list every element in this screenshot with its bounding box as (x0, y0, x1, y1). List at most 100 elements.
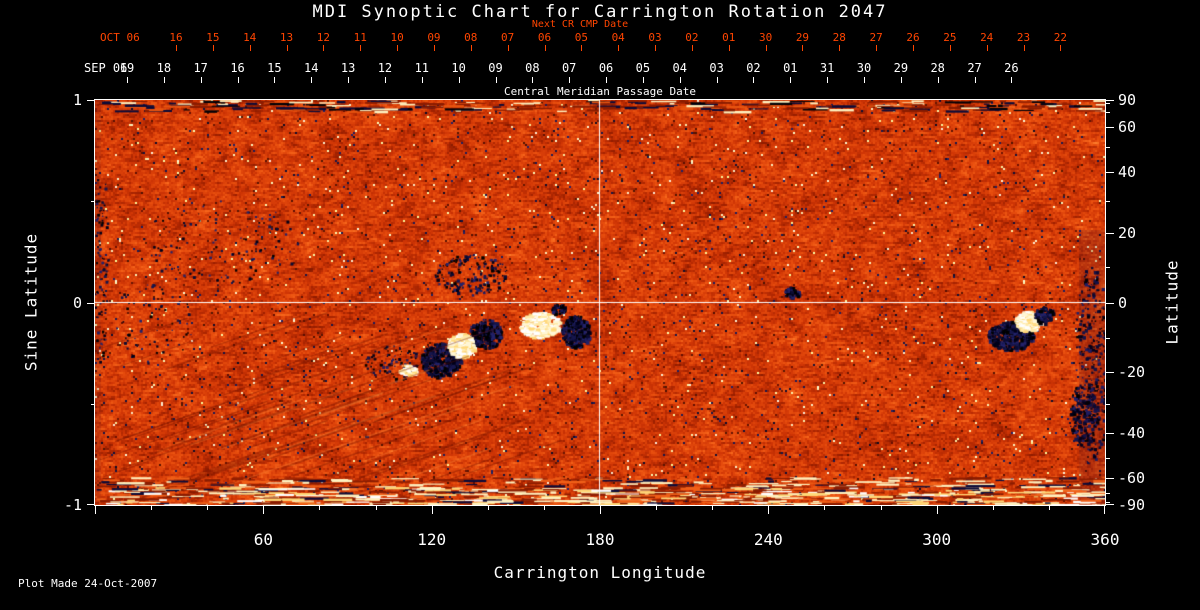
y-right-minor-tick (1106, 112, 1110, 114)
y-left-major-tick (87, 302, 95, 304)
cmp-day-label: 01 (783, 61, 798, 75)
next-cr-day-label: 16 (169, 31, 183, 44)
next-cr-day-label: 02 (685, 31, 699, 44)
cmp-date-tick (348, 77, 350, 83)
latitude-tick-label: -90 (1118, 496, 1146, 514)
sine-latitude-tick-label: -1 (63, 496, 82, 514)
y-right-minor-tick (1106, 103, 1110, 105)
next-cr-date-tick (323, 45, 325, 51)
x-minor-tick (151, 506, 153, 510)
central-meridian-passage-date-label: Central Meridian Passage Date (503, 85, 697, 98)
cmp-day-label: 05 (635, 61, 651, 75)
x-minor-tick (1048, 506, 1050, 510)
next-cr-day-label: 01 (722, 31, 736, 44)
next-cr-date-tick (691, 45, 693, 51)
cmp-day-label: 06 (598, 61, 614, 75)
next-cr-date-tick (507, 45, 509, 51)
y-right-major-tick (1106, 127, 1114, 129)
y-right-minor-tick (1106, 501, 1110, 503)
cmp-date-tick (827, 77, 829, 83)
cmp-day-label: 12 (377, 61, 393, 75)
next-cr-day-label: 11 (353, 31, 367, 44)
y-left-major-tick (87, 100, 95, 101)
x-major-tick (263, 506, 265, 514)
y-right-minor-tick (1106, 147, 1110, 149)
cmp-day-label: 26 (1004, 61, 1019, 75)
next-cr-date-tick (949, 45, 951, 51)
x-minor-tick (712, 506, 714, 510)
x-major-tick (768, 506, 770, 514)
latitude-axis-title: Latitude (1162, 259, 1182, 345)
cmp-day-label: 16 (230, 61, 245, 75)
cmp-day-label: 03 (709, 61, 724, 75)
x-tick-label: 300 (922, 530, 952, 549)
y-right-minor-tick (1106, 267, 1110, 269)
next-cr-date-tick (765, 45, 767, 51)
next-cr-day-label: 15 (206, 31, 220, 44)
cmp-day-label: 30 (856, 61, 872, 75)
cmp-date-tick (642, 77, 644, 83)
magnetogram-heatmap (95, 100, 1105, 505)
next-cr-day-label: 30 (758, 31, 773, 44)
cmp-date-tick (937, 77, 939, 83)
next-cr-day-label: 22 (1053, 31, 1068, 44)
x-major-tick (95, 506, 96, 514)
cmp-date-tick (421, 77, 423, 83)
next-cr-date-tick (839, 45, 841, 51)
carrington-longitude-axis-title: Carrington Longitude (493, 563, 707, 582)
latitude-tick-label: 90 (1118, 91, 1137, 109)
y-left-minor-tick (91, 403, 95, 405)
x-tick-label: 180 (585, 530, 615, 549)
cmp-date-tick (532, 77, 534, 83)
next-cr-date-tick (1023, 45, 1025, 51)
plot-frame (94, 99, 1106, 506)
next-cr-day-label: 13 (279, 31, 294, 44)
next-cr-date-tick (802, 45, 804, 51)
latitude-tick-label: -40 (1118, 423, 1146, 442)
x-minor-tick (824, 506, 826, 510)
next-cr-date-tick (581, 45, 583, 51)
y-right-major-tick (1106, 477, 1114, 479)
x-tick-label: 360 (1090, 530, 1120, 549)
cmp-date-tick (606, 77, 608, 83)
cmp-day-label: 28 (930, 61, 945, 75)
y-right-major-tick (1106, 100, 1114, 101)
next-cr-day-label: 09 (427, 31, 441, 44)
cmp-day-label: 31 (819, 61, 835, 75)
cmp-date-tick (790, 77, 792, 83)
next-cr-day-label: 23 (1016, 31, 1031, 44)
x-tick-label: 240 (753, 530, 783, 549)
next-cr-date-tick (212, 45, 214, 51)
y-right-major-tick (1106, 432, 1114, 434)
y-right-major-tick (1106, 233, 1114, 235)
latitude-tick-label: 0 (1118, 293, 1128, 312)
x-minor-tick (880, 506, 882, 510)
y-right-minor-tick (1106, 403, 1110, 405)
next-cr-day-label: 25 (943, 31, 957, 44)
chart-title: MDI Synoptic Chart for Carrington Rotati… (312, 2, 888, 22)
next-cr-date-tick (913, 45, 914, 51)
cmp-day-label: 02 (746, 61, 761, 75)
next-cr-day-label: 24 (980, 31, 994, 44)
cmp-date-tick (569, 77, 571, 83)
x-minor-tick (992, 506, 994, 510)
x-minor-tick (487, 506, 489, 510)
y-right-major-tick (1106, 172, 1114, 174)
next-cr-day-label: 04 (611, 31, 625, 44)
y-right-major-tick (1106, 371, 1114, 373)
next-cr-day-label: 27 (869, 31, 883, 44)
cmp-day-label: 09 (488, 61, 503, 75)
next-cr-date-tick (470, 45, 472, 51)
x-major-tick (600, 506, 601, 514)
next-cr-day-label: 12 (316, 31, 331, 44)
y-right-minor-tick (1106, 457, 1110, 459)
next-cr-date-tick (397, 45, 399, 51)
y-right-major-tick (1106, 504, 1114, 505)
next-cr-date-tick (249, 45, 251, 51)
sine-latitude-axis-title: Sine Latitude (21, 232, 41, 372)
cmp-date-tick (311, 77, 313, 83)
next-cr-day-label: 14 (243, 31, 257, 44)
cmp-date-tick (1011, 77, 1013, 83)
sine-latitude-tick-label: 1 (72, 91, 82, 109)
x-minor-tick (207, 506, 209, 510)
